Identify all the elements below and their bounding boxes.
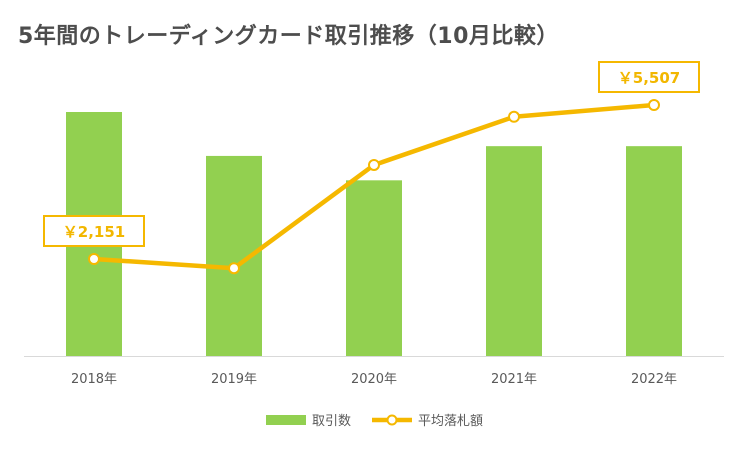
callout-box-1: [598, 61, 700, 93]
line-point-2018年: [88, 253, 100, 265]
x-tick-label: 2021年: [491, 372, 537, 387]
callout-box-0: [43, 215, 145, 247]
x-tick-label: 2018年: [71, 372, 117, 387]
x-tick-label: 2022年: [631, 372, 677, 387]
legend-label-bars: 取引数: [312, 414, 351, 429]
x-tick-label: 2020年: [351, 372, 397, 387]
legend-label-line: 平均落札額: [418, 414, 483, 429]
bar-2021年: [486, 146, 542, 356]
callout-label-1: ￥5,507: [618, 69, 680, 87]
line-point-2022年: [648, 99, 660, 111]
bar-2022年: [626, 146, 682, 356]
chart-title: 5年間のトレーディングカード取引推移（10月比較）: [18, 24, 559, 49]
callout-label-0: ￥2,151: [63, 223, 125, 241]
legend-swatch-line-marker: [386, 414, 398, 426]
line-point-2020年: [368, 158, 380, 171]
x-tick-label: 2019年: [211, 372, 257, 387]
line-point-2019年: [228, 262, 240, 275]
line-point-2021年: [508, 110, 520, 123]
bar-2020年: [346, 180, 402, 356]
legend-swatch-bars: [266, 415, 306, 425]
